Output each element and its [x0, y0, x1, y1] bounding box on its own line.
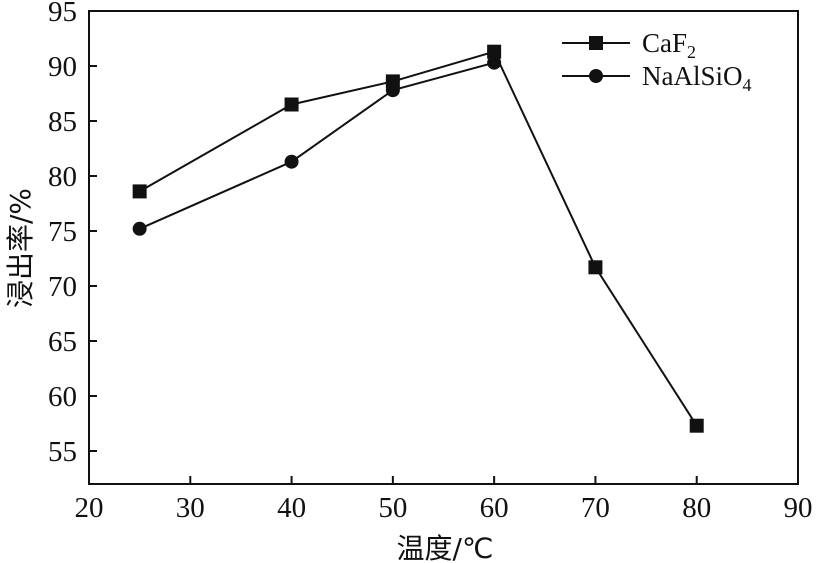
y-tick-label: 55 — [48, 436, 77, 468]
y-tick-label: 75 — [48, 216, 77, 248]
x-tick-label: 30 — [176, 492, 205, 524]
y-tick-label: 70 — [48, 271, 77, 303]
data-point-circle — [385, 83, 400, 98]
series-1 — [132, 44, 704, 433]
data-point-circle — [132, 221, 147, 236]
plot-frame — [88, 10, 799, 485]
legend-marker-circle — [589, 69, 603, 83]
y-tick-label: 80 — [48, 161, 77, 193]
x-axis-title: 温度/℃ — [397, 532, 494, 563]
y-tick-label: 90 — [48, 51, 77, 83]
legend-label: CaF2 — [642, 28, 696, 62]
x-tick-label: 50 — [378, 492, 407, 524]
series-layer — [132, 44, 704, 433]
y-axis-title: 浸出率/% — [4, 188, 37, 308]
series-2 — [132, 55, 502, 236]
x-tick-label: 20 — [75, 492, 104, 524]
data-point-square — [487, 44, 502, 59]
y-tick-label: 95 — [48, 0, 77, 28]
data-point-square — [284, 97, 299, 112]
data-point-circle — [284, 154, 299, 169]
y-tick-label: 85 — [48, 106, 77, 138]
legend-marker-square — [589, 36, 603, 50]
x-tick-label: 60 — [480, 492, 509, 524]
x-tick-label: 80 — [682, 492, 711, 524]
y-axis: 55 60 65 70 75 80 85 90 95 — [48, 0, 97, 468]
y-tick-label: 65 — [48, 326, 77, 358]
data-point-square — [588, 260, 603, 275]
y-tick-label: 60 — [48, 381, 77, 413]
legend-label: NaAlSiO4 — [642, 61, 752, 95]
x-tick-label: 40 — [277, 492, 306, 524]
x-axis: 20 30 40 50 60 70 80 90 — [75, 476, 813, 524]
x-tick-label: 90 — [784, 492, 813, 524]
data-point-circle — [487, 55, 502, 70]
x-tick-label: 70 — [581, 492, 610, 524]
data-point-square — [132, 184, 147, 199]
plot-border — [88, 10, 799, 485]
series-line — [139, 50, 698, 427]
series-line — [139, 61, 495, 230]
data-point-square — [689, 418, 704, 433]
